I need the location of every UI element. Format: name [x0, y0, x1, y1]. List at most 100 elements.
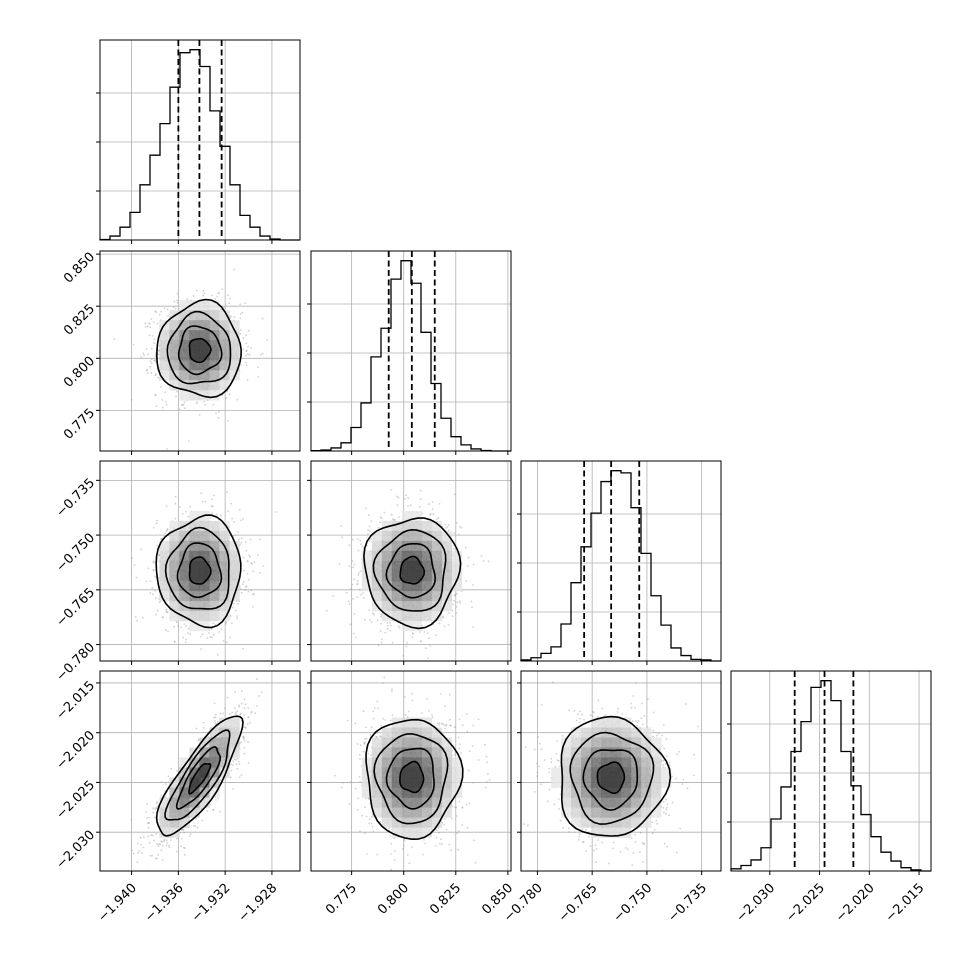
sample-point: [482, 560, 485, 562]
sample-point: [441, 615, 444, 618]
density-cell: [209, 520, 220, 532]
sample-point: [185, 510, 188, 513]
sample-point: [220, 628, 223, 631]
sample-point: [134, 616, 137, 618]
density-cell: [189, 310, 200, 321]
sample-point: [352, 597, 354, 600]
sample-point: [184, 407, 186, 410]
sample-point: [147, 567, 150, 570]
sample-point: [135, 576, 138, 579]
density-cell: [451, 550, 463, 562]
sample-point: [229, 297, 232, 300]
sample-point: [153, 359, 156, 362]
density-cell: [199, 580, 210, 592]
sample-point: [247, 345, 250, 348]
sample-point: [213, 494, 215, 497]
sample-point: [224, 623, 227, 625]
sample-point: [453, 493, 456, 496]
sample-point: [452, 603, 454, 606]
sample-point: [155, 802, 158, 804]
sample-point: [225, 397, 228, 399]
sample-point: [150, 372, 153, 374]
sample-point: [245, 342, 248, 345]
sample-point: [377, 644, 380, 647]
sample-point: [174, 517, 177, 520]
sample-point: [245, 549, 248, 552]
scatter-clip: [131, 491, 277, 656]
sample-point: [217, 292, 220, 295]
sample-point: [426, 657, 429, 660]
sample-point: [233, 602, 235, 605]
sample-point: [174, 495, 177, 498]
sample-point: [165, 505, 168, 508]
sample-point: [145, 811, 148, 813]
sample-point: [145, 369, 148, 372]
sample-point: [143, 354, 146, 357]
sample-point: [349, 623, 352, 626]
sample-point: [379, 630, 382, 632]
density-cell: [209, 580, 220, 592]
sample-point: [356, 583, 358, 586]
sample-point: [142, 352, 145, 355]
sample-point: [165, 401, 168, 403]
sample-point: [225, 641, 228, 644]
sample-point: [149, 326, 152, 328]
sample-point: [455, 592, 458, 595]
sample-point: [262, 565, 265, 567]
sample-point: [348, 603, 351, 606]
sample-point: [249, 555, 251, 558]
sample-point: [164, 532, 167, 535]
sample-point: [142, 846, 145, 849]
sample-point: [155, 613, 158, 616]
sample-point: [221, 288, 224, 291]
sample-point: [431, 501, 434, 503]
density-cell: [381, 520, 393, 532]
density-cell: [179, 530, 190, 542]
sample-point: [195, 817, 197, 820]
sample-point: [195, 727, 198, 730]
sample-point: [245, 364, 248, 367]
sample-point: [152, 569, 155, 571]
density-cell: [199, 550, 210, 562]
sample-point: [161, 406, 164, 409]
sample-point: [398, 627, 401, 629]
sample-point: [367, 529, 369, 531]
density-cell: [159, 330, 170, 341]
sample-point: [368, 530, 371, 533]
sample-point: [148, 322, 150, 325]
sample-point: [470, 600, 473, 603]
density-cell: [219, 360, 230, 371]
sample-point: [181, 404, 184, 406]
sample-point: [164, 629, 167, 632]
sample-point: [429, 513, 432, 515]
sample-point: [218, 631, 221, 633]
sample-point: [237, 530, 239, 533]
sample-point: [459, 526, 461, 528]
sample-point: [204, 403, 207, 406]
sample-point: [361, 592, 364, 594]
sample-point: [214, 713, 217, 716]
sample-point: [165, 403, 168, 406]
density-cell: [441, 530, 453, 542]
sample-point: [151, 335, 154, 337]
sample-point: [405, 494, 408, 497]
density-cell: [189, 330, 200, 341]
density-cell: [189, 510, 200, 522]
sample-point: [247, 578, 250, 581]
density-cell: [411, 620, 423, 632]
density-cell: [441, 540, 453, 552]
sample-point: [380, 517, 383, 520]
density-cell: [421, 530, 433, 542]
density-cell: [189, 540, 200, 552]
density-cell: [219, 590, 230, 602]
density-cell: [431, 540, 443, 552]
sample-point: [142, 616, 144, 619]
density-cell: [371, 530, 383, 542]
sample-point: [443, 625, 446, 628]
sample-point: [206, 810, 209, 812]
sample-point: [250, 589, 252, 592]
histogram-3: [730, 680, 931, 872]
sample-point: [332, 595, 335, 597]
sample-point: [362, 597, 365, 599]
